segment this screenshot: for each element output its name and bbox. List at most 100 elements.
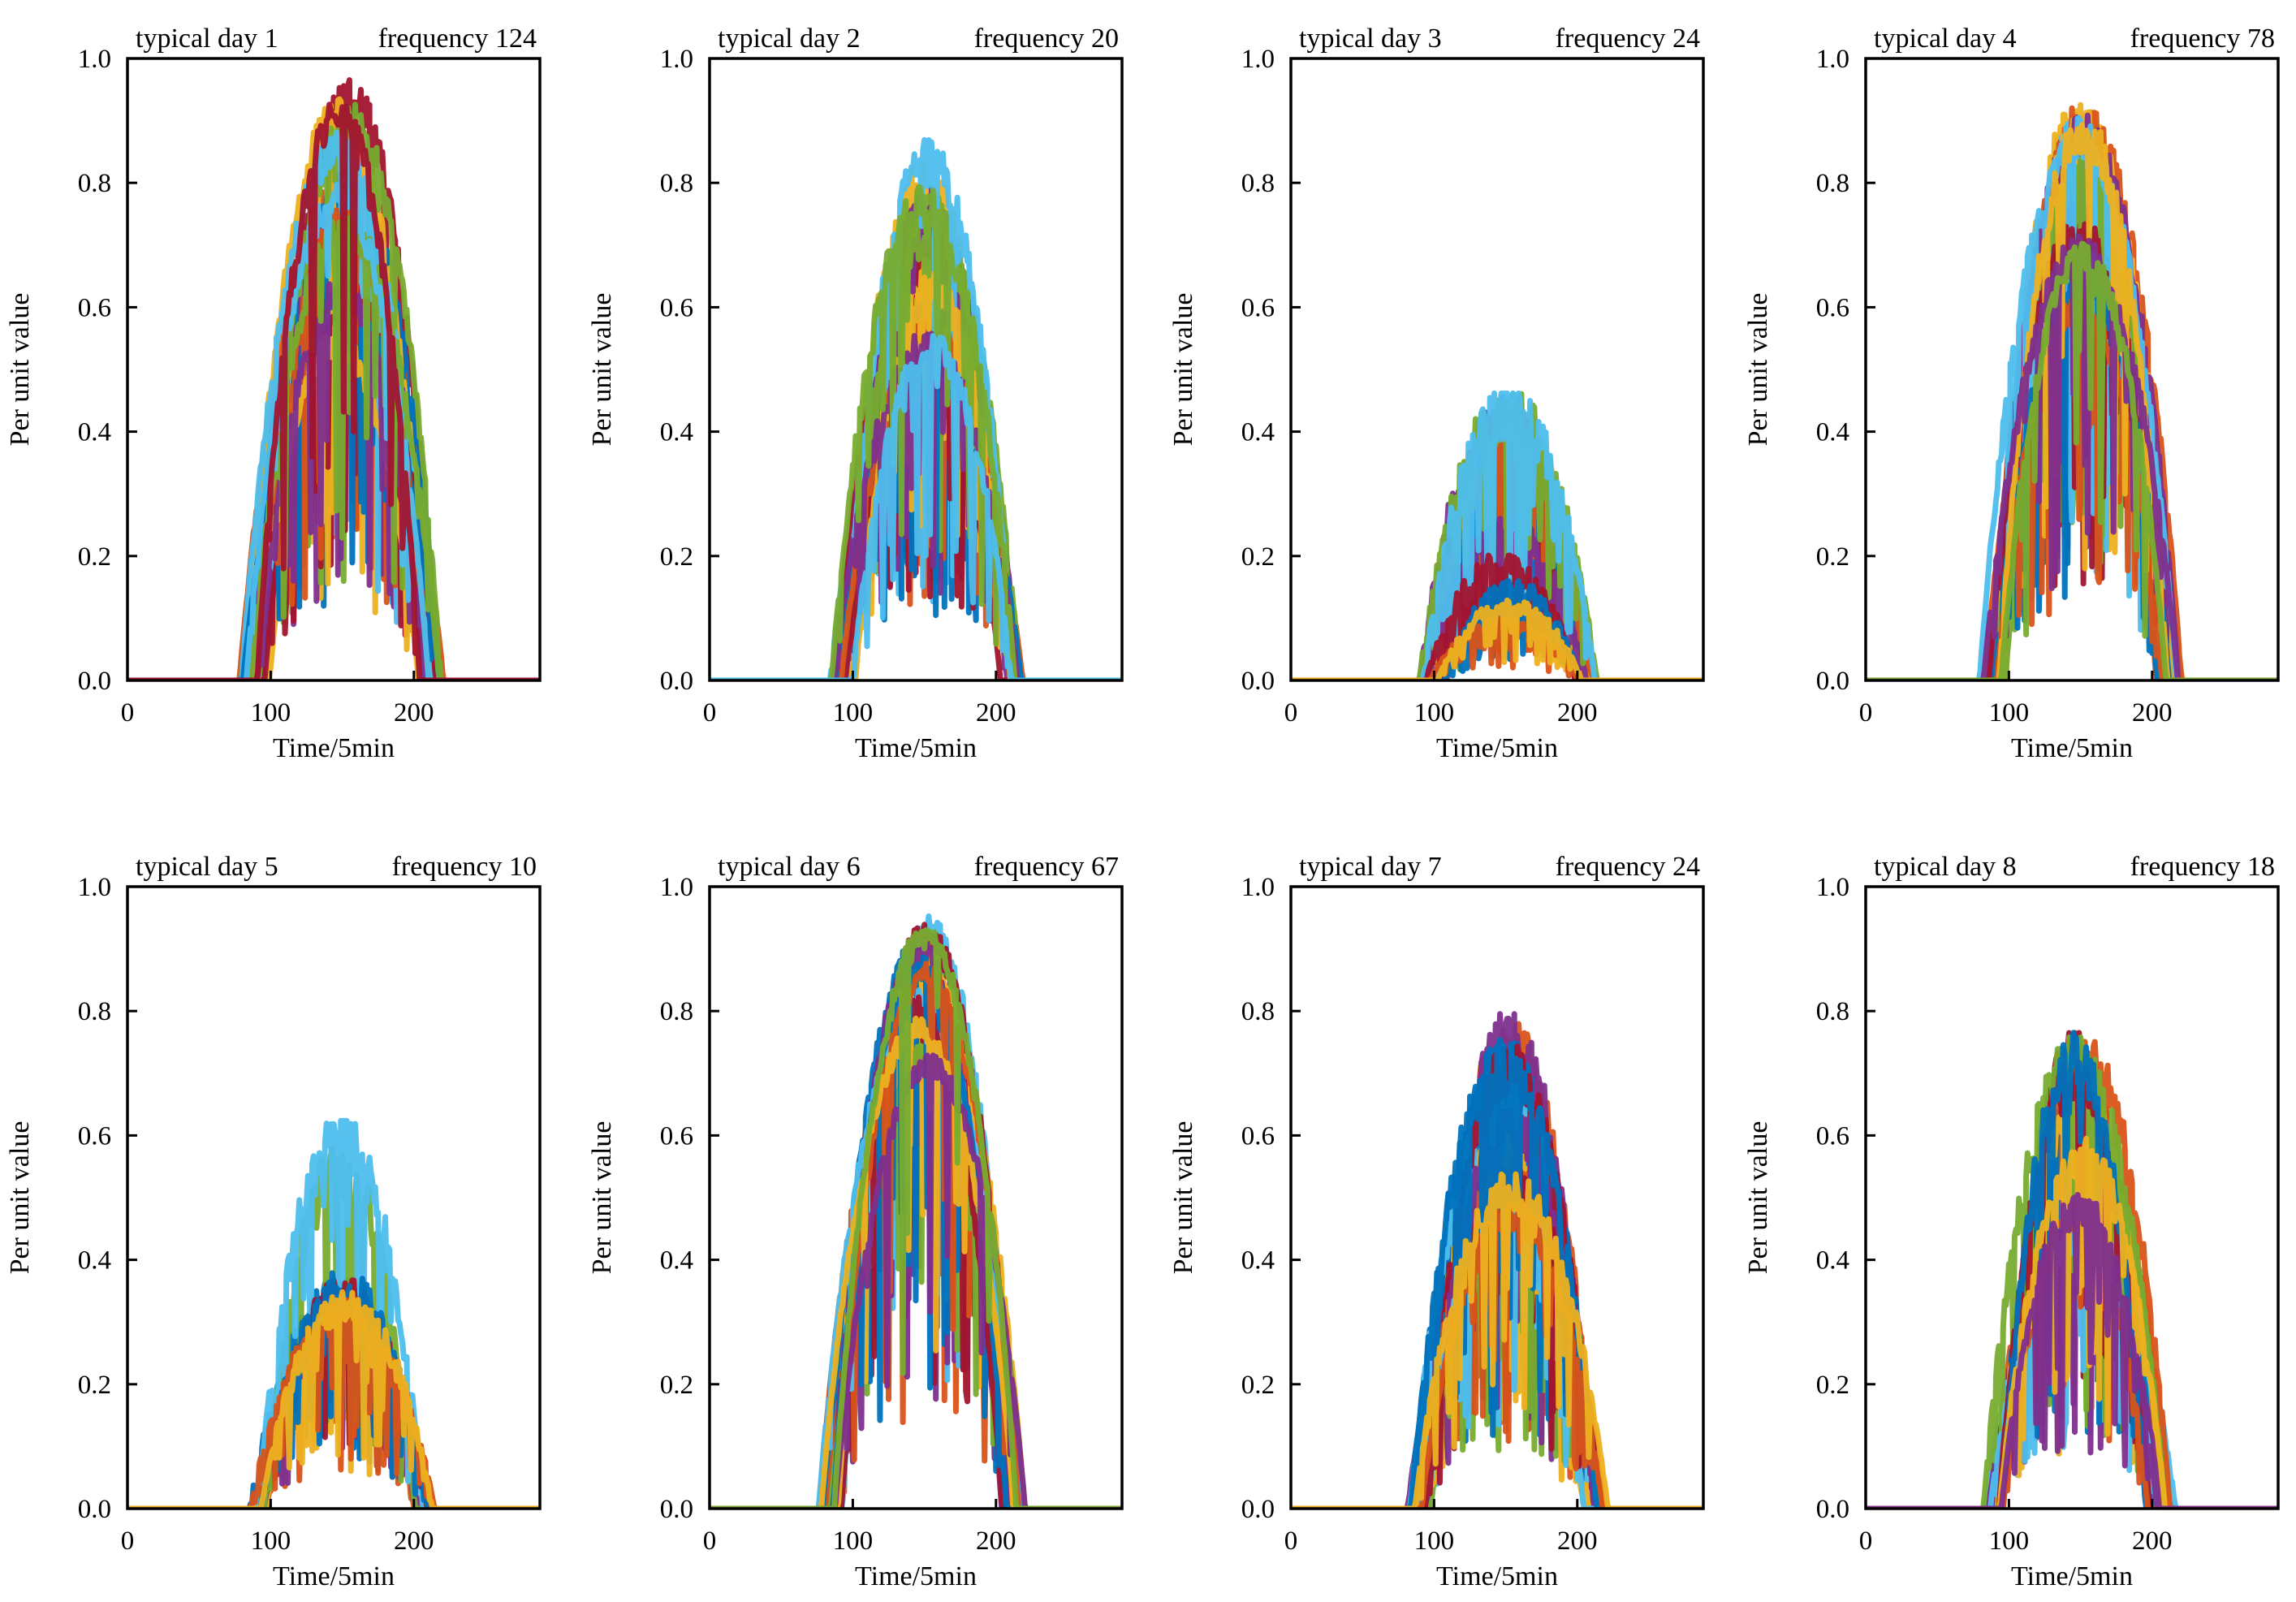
y-axis-label: Per unit value	[587, 1121, 617, 1275]
series-group	[1866, 101, 2278, 680]
y-tick-label: 1.0	[1816, 873, 1849, 902]
x-tick-label: 200	[2132, 1526, 2173, 1556]
x-axis-label: Time/5min	[1436, 1561, 1558, 1591]
y-tick-label: 0.4	[1241, 418, 1275, 447]
y-tick-label: 0.0	[660, 667, 693, 696]
y-axis-label: Per unit value	[5, 293, 35, 447]
series-line-19	[710, 1038, 1122, 1509]
series-line-18	[1291, 516, 1703, 680]
y-tick-label: 0.6	[660, 293, 693, 322]
frequency-label: frequency 20	[974, 24, 1119, 54]
x-tick-label: 100	[1989, 1526, 2030, 1556]
y-tick-label: 0.4	[660, 418, 693, 447]
x-tick-label: 100	[1414, 1526, 1455, 1556]
x-tick-label: 0	[703, 1526, 717, 1556]
y-tick-label: 0.0	[1816, 667, 1849, 696]
series-line-23	[1291, 1201, 1703, 1509]
x-tick-label: 100	[1414, 698, 1455, 728]
chart-title: typical day 1	[136, 24, 278, 54]
y-axis-label: Per unit value	[5, 1121, 35, 1275]
series-line-26	[127, 211, 540, 680]
chart-panel-7: 0.0 0.2 0.4 0.6 0.8 1.0 0 100 200 Time/5min Per un…	[1168, 852, 1705, 1591]
y-tick-label: 0.6	[1241, 293, 1275, 322]
plot-frame	[1864, 57, 2280, 682]
series-group	[127, 77, 540, 680]
plot-frame	[708, 57, 1124, 682]
y-axis-label: Per unit value	[1168, 1121, 1198, 1275]
series-group	[127, 1117, 540, 1509]
y-tick-label: 0.2	[1816, 1371, 1849, 1400]
y-tick-label: 0.2	[1816, 542, 1849, 572]
y-tick-label: 1.0	[1241, 45, 1275, 74]
y-axis-label: Per unit value	[587, 293, 617, 447]
series-group	[710, 913, 1122, 1509]
series-group	[1291, 390, 1703, 680]
series-line-27	[127, 182, 540, 680]
x-tick-label: 200	[976, 698, 1016, 728]
plot-frame	[1289, 57, 1705, 682]
y-tick-label: 0.4	[78, 1246, 111, 1276]
frequency-label: frequency 18	[2130, 852, 2275, 882]
frequency-label: frequency 78	[2130, 24, 2275, 54]
series-line-8	[127, 1270, 540, 1509]
y-tick-label: 0.6	[78, 293, 111, 322]
y-tick-label: 0.8	[1241, 997, 1275, 1026]
series-line-3	[710, 160, 1122, 680]
x-tick-label: 200	[394, 698, 434, 728]
series-line-26	[710, 927, 1122, 1509]
y-tick-label: 0.2	[78, 542, 111, 572]
y-tick-label: 1.0	[1816, 45, 1849, 74]
y-tick-label: 0.8	[660, 169, 693, 198]
series-line-22	[1291, 578, 1703, 680]
x-tick-label: 100	[1989, 698, 2030, 728]
chart-panel-3: 0.0 0.2 0.4 0.6 0.8 1.0 0 100 200 Time/5min Per un…	[1168, 24, 1705, 763]
series-group	[1866, 1030, 2278, 1509]
series-line-18	[1866, 1192, 2278, 1509]
y-tick-label: 0.2	[1241, 542, 1275, 572]
series-line-20	[1291, 390, 1703, 680]
plot-frame	[126, 885, 542, 1510]
series-line-7	[127, 77, 540, 680]
series-line-24	[1291, 1171, 1703, 1509]
series-group	[1291, 1011, 1703, 1509]
series-line-19	[710, 184, 1122, 680]
series-line-24	[1291, 597, 1703, 680]
plot-frame	[1864, 885, 2280, 1510]
y-tick-label: 1.0	[660, 45, 693, 74]
series-line-20	[1866, 114, 2278, 680]
y-tick-label: 0.6	[1816, 1121, 1849, 1151]
y-tick-label: 0.2	[660, 542, 693, 572]
y-tick-label: 0.4	[1816, 1246, 1849, 1276]
series-line-22	[1291, 1043, 1703, 1509]
chart-panel-6: 0.0 0.2 0.4 0.6 0.8 1.0 0 100 200 Time/5min Per un…	[587, 852, 1124, 1591]
series-line-28	[127, 101, 540, 680]
x-tick-label: 0	[121, 698, 135, 728]
x-tick-label: 100	[833, 698, 874, 728]
chart-title: typical day 8	[1874, 852, 2017, 882]
chart-panel-1: 0.0 0.2 0.4 0.6 0.8 1.0 0 100 200 Time/5min Per un…	[5, 24, 542, 763]
y-tick-label: 0.8	[660, 997, 693, 1026]
x-tick-label: 100	[833, 1526, 874, 1556]
series-line-24	[710, 1015, 1122, 1509]
chart-title: typical day 4	[1874, 24, 2017, 54]
series-line-6	[127, 1117, 540, 1509]
y-tick-label: 0.8	[1241, 169, 1275, 198]
series-line-21	[1866, 221, 2278, 680]
chart-title: typical day 3	[1299, 24, 1442, 54]
y-tick-label: 0.0	[1241, 667, 1275, 696]
y-tick-label: 0.0	[660, 1495, 693, 1524]
x-axis-label: Time/5min	[1436, 733, 1558, 763]
x-tick-label: 100	[251, 1526, 291, 1556]
y-tick-label: 1.0	[1241, 873, 1275, 902]
y-tick-label: 1.0	[78, 873, 111, 902]
x-axis-label: Time/5min	[855, 1561, 977, 1591]
y-tick-label: 0.2	[660, 1371, 693, 1400]
chart-panel-2: 0.0 0.2 0.4 0.6 0.8 1.0 0 100 200 Time/5min Per un…	[587, 24, 1124, 763]
y-tick-label: 0.6	[1816, 293, 1849, 322]
y-tick-label: 0.0	[1241, 1495, 1275, 1524]
x-tick-label: 200	[2132, 698, 2173, 728]
x-tick-label: 200	[1557, 698, 1598, 728]
series-line-26	[1866, 240, 2278, 680]
y-tick-label: 0.2	[78, 1371, 111, 1400]
